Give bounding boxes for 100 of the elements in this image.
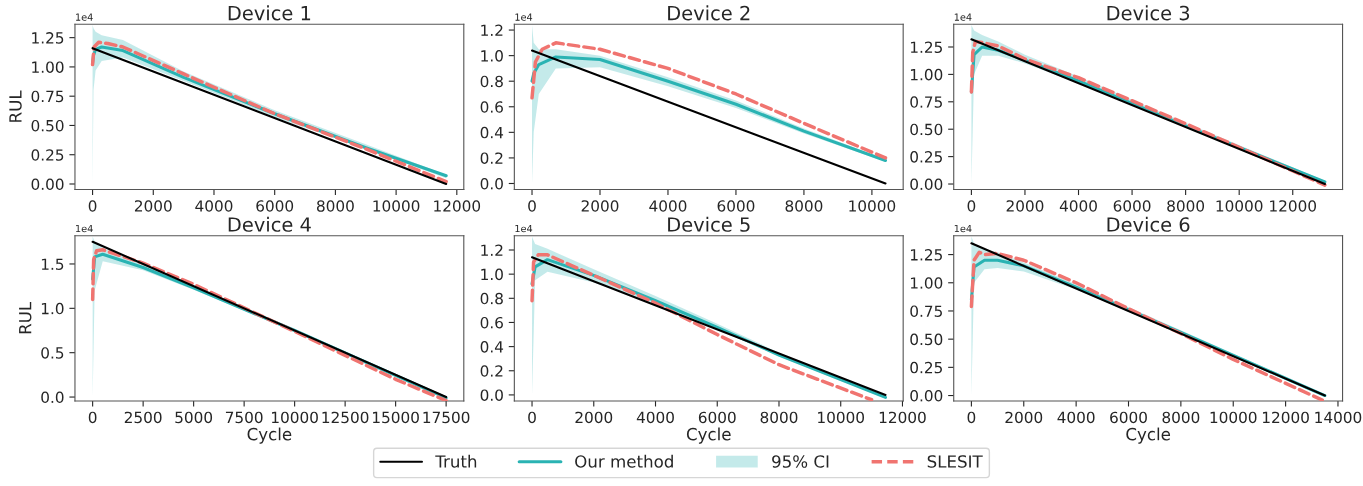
y-tick-label: 0.4 (480, 341, 504, 353)
y-tick-label: 0.2 (480, 152, 503, 164)
y-tick-label: 0.25 (910, 361, 942, 374)
x-tick-label: 10000 (1210, 411, 1257, 424)
x-axis-title: Cycle (1126, 427, 1171, 444)
y-tick-label: 0.0 (480, 389, 503, 401)
x-tick-label: 10000 (849, 200, 896, 212)
y-axis-title: RUL (9, 90, 22, 122)
x-tick-label: 0 (88, 411, 97, 424)
y-tick-label: 0.6 (480, 101, 503, 113)
y-tick-label: 0.6 (480, 316, 503, 329)
y-tick-label: 0.4 (480, 126, 504, 139)
x-tick-label: 2000 (134, 200, 172, 212)
x-tick-label: 12000 (1270, 200, 1317, 212)
text: 1e4 (76, 13, 93, 21)
text: 1e4 (515, 224, 533, 233)
x-tick-label: 6000 (1110, 411, 1147, 424)
x-tick-label: 5000 (175, 411, 213, 424)
x-tick-label: 8000 (317, 200, 354, 212)
y-tick-label: 1.5 (41, 258, 64, 270)
chart-title: Device 6 (1107, 216, 1190, 232)
y-tick-label: 0.00 (910, 178, 943, 191)
x-tick-label: 2000 (1006, 200, 1044, 212)
y-tick-label: 0.8 (480, 75, 503, 88)
y-tick-label: 0.25 (31, 149, 64, 161)
y-tick-label: 1.00 (32, 61, 64, 73)
chart-title: Device 2 (668, 5, 750, 21)
y-tick-label: 1.00 (910, 277, 943, 289)
chart-title: Device 3 (1107, 5, 1190, 21)
y-tick-label: 0.75 (31, 90, 64, 103)
text: 95% CI (772, 455, 829, 468)
x-tick-label: 6000 (1113, 200, 1151, 212)
x-tick-label: 0 (88, 200, 97, 212)
y-tick-label: 0.25 (910, 151, 942, 163)
legend-label: SLESIT (927, 455, 983, 468)
x-tick-label: 10000 (373, 200, 420, 212)
y-tick-label: 0.0 (480, 177, 503, 190)
y-tick-label: 1.0 (481, 268, 503, 281)
y-tick-label: 0.8 (480, 292, 503, 305)
x-tick-label: 12000 (879, 411, 926, 424)
x-tick-label: 0 (967, 411, 976, 424)
x-tick-label: 6000 (698, 411, 736, 424)
y-tick-label: 1.2 (481, 24, 503, 36)
x-tick-label: 8000 (1167, 200, 1205, 212)
y-tick-label: 0.50 (910, 123, 943, 136)
x-tick-label: 8000 (760, 411, 798, 424)
x-tick-label: 10000 (818, 411, 865, 424)
x-tick-label: 0 (528, 200, 536, 212)
x-tick-label: 10000 (272, 411, 318, 424)
x-tick-label: 7500 (225, 411, 263, 424)
x-tick-label: 4000 (1059, 200, 1097, 212)
x-tick-label: 0 (967, 200, 976, 212)
x-tick-label: 4000 (195, 200, 233, 212)
chart-title: Device 1 (228, 5, 311, 21)
x-tick-label: 2500 (124, 411, 162, 424)
y-tick-label: 1.25 (32, 32, 64, 44)
chart-title: Device 5 (668, 216, 750, 232)
y-tick-label: 0.00 (31, 178, 64, 191)
text: 1e4 (954, 224, 972, 233)
legend-label: Our method (575, 454, 673, 468)
x-tick-label: 15000 (373, 411, 419, 424)
x-tick-label: 0 (528, 411, 536, 424)
y-tick-label: 0.50 (31, 119, 64, 132)
y-tick-label: 0.75 (910, 96, 942, 108)
x-tick-label: 6000 (717, 200, 755, 212)
x-tick-label: 2000 (575, 411, 613, 424)
y-tick-label: 0.2 (480, 365, 503, 377)
x-tick-label: 8000 (1162, 411, 1200, 424)
y-axis-title: RUL (19, 301, 32, 334)
text: 1e4 (515, 13, 533, 21)
y-tick-label: 1.2 (481, 244, 503, 256)
text: 1e4 (76, 224, 93, 233)
y-tick-label: 0.0 (41, 391, 64, 404)
x-tick-label: 8000 (785, 200, 823, 212)
x-tick-label: 17500 (423, 411, 470, 424)
y-tick-label: 0.5 (41, 347, 64, 359)
x-tick-label: 14000 (1315, 411, 1362, 424)
y-tick-label: 1.25 (910, 249, 942, 261)
x-tick-label: 4000 (1057, 411, 1095, 424)
x-tick-label: 4000 (636, 411, 674, 424)
x-tick-label: 6000 (256, 200, 294, 212)
x-tick-label: 2000 (581, 200, 619, 212)
x-tick-label: 12500 (322, 411, 369, 424)
y-tick-label: 1.0 (481, 50, 503, 62)
x-axis-title: Cycle (686, 427, 731, 444)
y-tick-label: 1.25 (910, 41, 942, 54)
chart-title: Device 4 (228, 216, 311, 232)
x-tick-label: 4000 (649, 200, 687, 212)
y-tick-label: 0.50 (910, 333, 943, 346)
y-tick-label: 1.00 (910, 68, 943, 81)
text: 1e4 (954, 13, 972, 21)
legend-label: Truth (435, 454, 477, 468)
x-tick-label: 10000 (1216, 200, 1263, 212)
x-tick-label: 12000 (1262, 411, 1309, 424)
y-tick-label: 0.75 (910, 305, 942, 317)
x-axis-title: Cycle (247, 427, 292, 444)
y-tick-label: 0.00 (910, 390, 943, 402)
x-tick-label: 2000 (1005, 411, 1043, 424)
x-tick-label: 12000 (434, 200, 481, 212)
y-tick-label: 1.0 (41, 302, 64, 315)
